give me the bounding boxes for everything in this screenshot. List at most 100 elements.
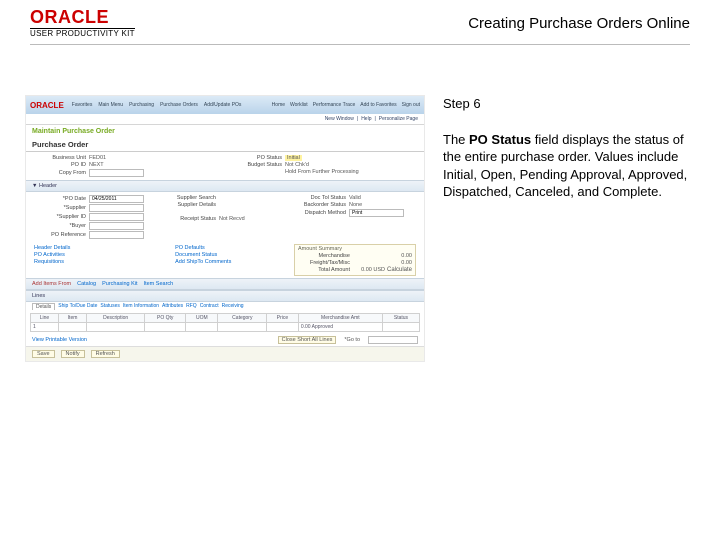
header-link[interactable]: Requisitions: [34, 259, 167, 265]
app-actions: Home Worklist Performance Trace Add to F…: [272, 102, 420, 108]
field-value: None: [349, 202, 416, 208]
table-row[interactable]: 1 0.00 Approved: [31, 323, 420, 332]
action-link[interactable]: Home: [272, 102, 285, 108]
view-printable-link[interactable]: View Printable Version: [32, 337, 87, 343]
link-label[interactable]: Supplier Details: [164, 202, 219, 208]
action-link[interactable]: Add to Favorites: [360, 102, 396, 108]
header-link[interactable]: PO Activities: [34, 252, 167, 258]
field-label: Business Unit: [34, 155, 89, 161]
tab[interactable]: Ship To/Due Date: [58, 303, 97, 310]
field-value: Valid: [349, 195, 416, 201]
nav-item[interactable]: Purchasing: [129, 102, 154, 108]
field-label: Backorder Status: [294, 202, 349, 208]
add-items-bar: Add Items From Catalog Purchasing Kit It…: [26, 278, 424, 290]
field-value: FED01: [89, 155, 220, 161]
field-label: PO ID: [34, 162, 89, 168]
field-value: NEXT: [89, 162, 220, 168]
action-link[interactable]: Sign out: [402, 102, 420, 108]
col-header: Category: [218, 314, 267, 323]
supplier-input[interactable]: [89, 204, 144, 212]
po-reference-input[interactable]: [89, 231, 144, 239]
tab[interactable]: Statuses: [100, 303, 119, 310]
amt-label: Freight/Tax/Misc: [298, 260, 353, 266]
goto-select[interactable]: [368, 336, 418, 344]
col-header: Price: [267, 314, 299, 323]
add-items-link[interactable]: Purchasing Kit: [102, 281, 137, 287]
tab[interactable]: Receiving: [222, 303, 244, 310]
cell[interactable]: 1: [31, 323, 59, 332]
instruction-text: The PO Status field displays the status …: [443, 131, 695, 201]
window-link[interactable]: Help: [361, 116, 371, 122]
window-link[interactable]: Personalize Page: [379, 116, 418, 122]
tab[interactable]: Attributes: [162, 303, 183, 310]
nav-item[interactable]: Favorites: [72, 102, 93, 108]
refresh-button[interactable]: Refresh: [91, 350, 120, 358]
calculate-button[interactable]: Calculate: [387, 267, 412, 273]
buyer-input[interactable]: [89, 222, 144, 230]
brand-main: ORACLE: [30, 8, 135, 26]
field-label: Copy From: [34, 170, 89, 176]
notify-button[interactable]: Notify: [61, 350, 85, 358]
field-label: Dispatch Method: [294, 210, 349, 216]
lines-bar: Lines: [26, 290, 424, 302]
amt-value: 0.00 USD: [353, 267, 385, 273]
header-link[interactable]: PO Defaults: [175, 245, 286, 251]
col-header: Line: [31, 314, 59, 323]
save-button[interactable]: Save: [32, 350, 55, 358]
page-title: Creating Purchase Orders Online: [468, 15, 690, 32]
lines-label: Lines: [32, 293, 45, 299]
nav-item[interactable]: Add/Update POs: [204, 102, 242, 108]
instr-bold: PO Status: [469, 132, 531, 147]
cell[interactable]: [58, 323, 86, 332]
footer-bar: Save Notify Refresh: [26, 346, 424, 361]
po-date-input[interactable]: [89, 195, 144, 203]
brand-block: ORACLE USER PRODUCTIVITY KIT: [30, 8, 135, 38]
header-link[interactable]: Add ShipTo Comments: [175, 259, 286, 265]
header-link[interactable]: Document Status: [175, 252, 286, 258]
col-header: Status: [382, 314, 419, 323]
cell[interactable]: [267, 323, 299, 332]
nav-item[interactable]: Main Menu: [98, 102, 123, 108]
close-short-button[interactable]: Close Short All Lines: [278, 336, 337, 344]
link-label[interactable]: Supplier Search: [164, 195, 219, 201]
col-header: Item: [58, 314, 86, 323]
field-label: *PO Date: [34, 196, 89, 202]
cell[interactable]: [382, 323, 419, 332]
cell[interactable]: [87, 323, 145, 332]
app-screenshot: ORACLE Favorites Main Menu Purchasing Pu…: [25, 95, 425, 362]
cell[interactable]: [218, 323, 267, 332]
add-items-link[interactable]: Catalog: [77, 281, 96, 287]
copy-from-select[interactable]: [89, 169, 144, 177]
amt-label: Merchandise: [298, 253, 353, 259]
cell[interactable]: 0.00 Approved: [298, 323, 382, 332]
header-link[interactable]: Header Details: [34, 245, 167, 251]
amt-value: 0.00: [353, 260, 412, 266]
action-link[interactable]: Performance Trace: [313, 102, 356, 108]
dispatch-method-select[interactable]: [349, 209, 404, 217]
window-link[interactable]: New Window: [325, 116, 354, 122]
col-header: Description: [87, 314, 145, 323]
col-header: UOM: [186, 314, 218, 323]
tab[interactable]: Details: [32, 303, 55, 310]
cell[interactable]: [186, 323, 218, 332]
action-link[interactable]: Worklist: [290, 102, 308, 108]
supplier-id-input[interactable]: [89, 213, 144, 221]
header-section-bar: ▼ Header: [26, 180, 424, 192]
field-label: Receipt Status: [164, 216, 219, 222]
header-toggle[interactable]: ▼ Header: [32, 183, 57, 189]
amt-label: Total Amount: [298, 267, 353, 273]
amount-summary-title: Amount Summary: [298, 246, 412, 252]
section-title-1: Maintain Purchase Order: [26, 125, 424, 137]
add-items-link[interactable]: Item Search: [144, 281, 174, 287]
field-label: *Supplier: [34, 205, 89, 211]
goto-label: *Go to: [344, 337, 360, 343]
hold-checkbox-label[interactable]: Hold From Further Processing: [285, 169, 416, 175]
field-label: *Buyer: [34, 223, 89, 229]
tab[interactable]: RFQ: [186, 303, 197, 310]
section-title-2: Purchase Order: [26, 137, 424, 152]
amt-value: 0.00: [353, 253, 412, 259]
tab[interactable]: Item Information: [123, 303, 159, 310]
tab[interactable]: Contract: [200, 303, 219, 310]
nav-item[interactable]: Purchase Orders: [160, 102, 198, 108]
cell[interactable]: [145, 323, 186, 332]
